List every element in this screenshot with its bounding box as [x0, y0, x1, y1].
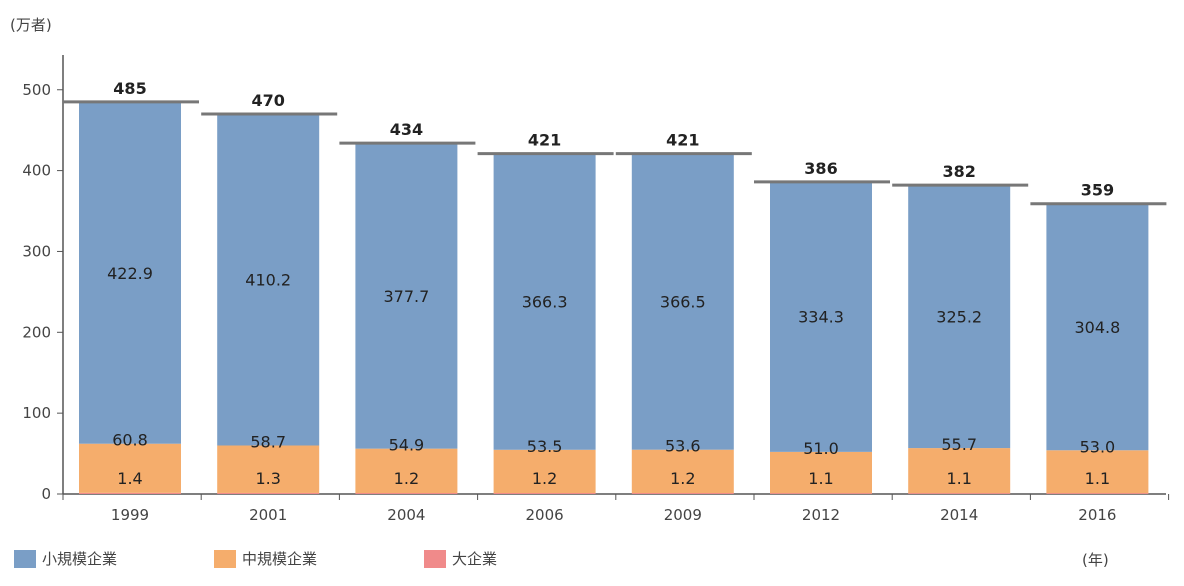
total-label: 470: [251, 91, 284, 110]
x-tick-label: 2012: [802, 506, 840, 524]
y-tick-label: 100: [22, 404, 51, 422]
small-value-label: 334.3: [798, 308, 844, 327]
bar-medium: [493, 449, 596, 494]
bar-large: [355, 493, 458, 494]
small-value-label: 325.2: [936, 308, 982, 327]
large-value-label: 1.3: [255, 469, 280, 488]
x-axis-unit-label: (年): [1082, 551, 1109, 569]
y-tick-label: 400: [22, 162, 51, 180]
total-label: 386: [804, 159, 837, 178]
bar-small: [355, 143, 458, 449]
legend: 小規模企業 中規模企業 大企業: [14, 548, 624, 569]
medium-value-label: 53.6: [665, 437, 701, 456]
total-label: 434: [390, 120, 423, 139]
legend-item-medium: 中規模企業: [214, 548, 424, 569]
bar-medium: [1046, 450, 1149, 494]
bar-large: [631, 493, 734, 494]
legend-item-large: 大企業: [424, 548, 624, 569]
bar-medium: [79, 443, 181, 493]
bar-medium: [908, 448, 1011, 494]
medium-value-label: 55.7: [941, 435, 977, 454]
medium-value-label: 53.0: [1080, 437, 1116, 456]
legend-swatch-large: [424, 549, 446, 568]
total-label: 421: [528, 131, 561, 150]
medium-value-label: 51.0: [803, 439, 839, 458]
x-tick-label: 2001: [249, 506, 287, 524]
total-label: 421: [666, 131, 699, 150]
medium-value-label: 54.9: [389, 436, 425, 455]
bar-small: [1046, 203, 1149, 451]
small-value-label: 366.5: [660, 293, 706, 312]
bar-small: [770, 181, 872, 452]
legend-swatch-medium: [214, 549, 236, 568]
x-tick-label: 2016: [1078, 506, 1116, 524]
y-axis-unit-label: (万者): [10, 16, 52, 34]
bar-large: [79, 492, 181, 494]
legend-item-small: 小規模企業: [14, 548, 214, 569]
legend-label-large: 大企業: [452, 550, 498, 568]
bar-large: [493, 493, 596, 494]
bar-small: [493, 153, 596, 450]
large-value-label: 1.1: [1085, 469, 1110, 488]
bar-small: [217, 113, 320, 446]
large-value-label: 1.1: [808, 469, 833, 488]
x-tick-label: 1999: [111, 506, 149, 524]
total-label: 485: [113, 79, 146, 98]
small-value-label: 410.2: [245, 271, 291, 290]
small-value-label: 304.8: [1074, 318, 1120, 337]
y-tick-label: 500: [22, 81, 51, 99]
total-label: 359: [1081, 181, 1114, 200]
small-value-label: 422.9: [107, 264, 153, 283]
y-tick-label: 300: [22, 242, 51, 260]
large-value-label: 1.2: [532, 469, 557, 488]
large-value-label: 1.4: [117, 469, 142, 488]
bar-small: [631, 153, 734, 450]
legend-label-small: 小規模企業: [42, 550, 118, 568]
bar-small: [79, 101, 181, 444]
bar-large: [908, 493, 1011, 494]
bar-medium: [217, 445, 320, 493]
large-value-label: 1.1: [946, 469, 971, 488]
medium-value-label: 53.5: [527, 437, 563, 456]
x-tick-label: 2009: [664, 506, 702, 524]
bar-medium: [770, 451, 872, 494]
large-value-label: 1.2: [394, 469, 419, 488]
total-label: 382: [942, 162, 975, 181]
bar-medium: [355, 448, 458, 494]
y-tick-label: 0: [41, 485, 51, 503]
medium-value-label: 60.8: [112, 431, 148, 450]
bar-large: [1046, 493, 1149, 494]
bar-small: [908, 185, 1011, 449]
legend-swatch-small: [14, 549, 36, 568]
bar-large: [217, 492, 320, 494]
bar-large: [770, 493, 872, 494]
legend-label-medium: 中規模企業: [242, 550, 318, 568]
x-tick-label: 2004: [387, 506, 425, 524]
x-tick-label: 2006: [526, 506, 564, 524]
bar-medium: [631, 449, 734, 494]
y-tick-label: 200: [22, 323, 51, 341]
x-tick-label: 2014: [940, 506, 978, 524]
medium-value-label: 58.7: [250, 432, 286, 451]
small-value-label: 366.3: [522, 293, 568, 312]
small-value-label: 377.7: [383, 287, 429, 306]
large-value-label: 1.2: [670, 469, 695, 488]
